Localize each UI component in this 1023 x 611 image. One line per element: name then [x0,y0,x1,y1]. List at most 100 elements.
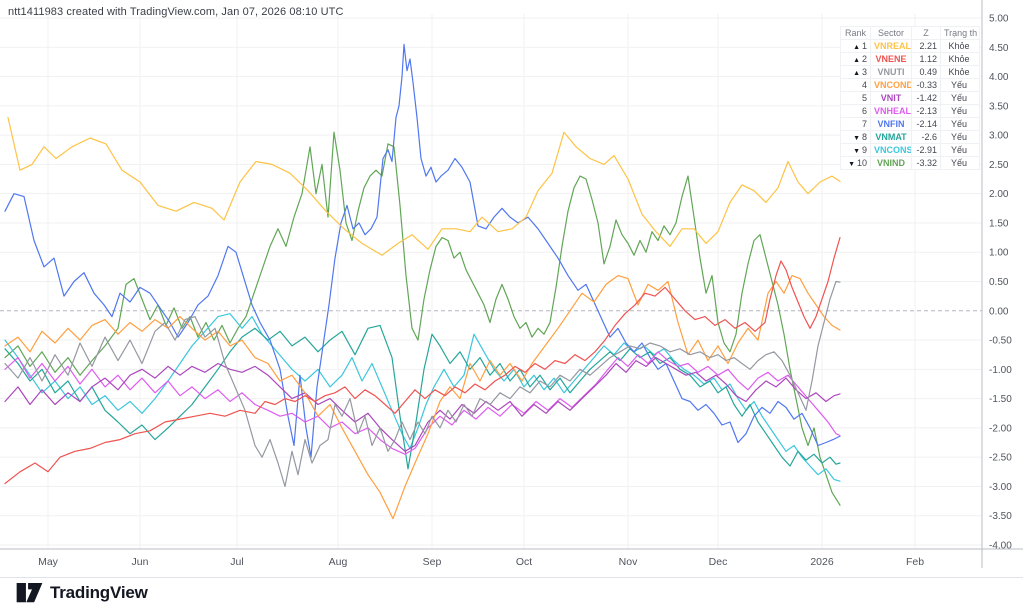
x-axis-tick-label: Sep [423,556,442,568]
y-axis-tick-label: 4.50 [989,43,1009,54]
y-axis-tick-label: 0.00 [989,306,1009,317]
y-axis-tick-label: -3.00 [989,482,1012,493]
rank-cell: 4 [841,79,871,91]
x-axis-tick-label: Feb [906,556,924,568]
z-score-value: -2.6 [912,131,941,143]
y-axis-tick-label: 3.50 [989,101,1009,112]
z-score-value: -2.91 [912,144,941,156]
header-status: Trạng thái [944,28,977,38]
status-value: Yếu [950,93,967,103]
rank-up-icon: ▲ [853,44,862,51]
rank-table-row: ▼ 9 VNCONS -2.91 Yếu [841,144,979,157]
rank-table-row: ▲ 1 VNREAL 2.21 Khỏe [841,40,979,53]
rank-table-row: ▲ 2 VNENE 1.12 Khỏe [841,53,979,66]
x-axis-tick-label: Jun [132,556,149,568]
rank-cell: ▲ 2 [841,53,871,65]
z-score-value: -1.42 [912,92,941,104]
series-line-vnuti [4,280,841,487]
status-value: Khỏe [948,41,970,51]
rank-cell: ▲ 1 [841,40,871,52]
status-value: Khỏe [948,67,970,77]
status-value: Yếu [950,158,967,168]
status-value: Yếu [950,119,967,129]
y-axis-tick-label: 5.00 [989,14,1009,25]
rank-down-icon: ▼ [848,161,857,168]
x-axis-tick-label: 2026 [810,556,834,568]
rank-down-icon: ▼ [853,135,862,142]
y-axis-tick-label: 3.00 [989,131,1009,142]
sector-name: VNIT [871,92,912,104]
y-axis-tick-label: 2.50 [989,160,1009,171]
y-axis-tick-label: -0.50 [989,336,1012,347]
rank-table-row: 7 VNFIN -2.14 Yếu [841,118,979,131]
y-axis-tick-label: -3.50 [989,511,1012,522]
y-axis-tick-label: 1.00 [989,248,1009,259]
rank-up-icon: ▲ [853,70,862,77]
sector-name: VNUTI [871,66,912,78]
y-axis-tick-label: 0.50 [989,277,1009,288]
rank-cell: ▼ 8 [841,131,871,143]
status-value: Yếu [950,106,967,116]
z-score-value: -2.13 [912,105,941,117]
sector-name: VNCOND [871,79,912,91]
header-rank: Rank [841,27,871,39]
z-score-value: -2.14 [912,118,941,130]
z-score-value: 2.21 [912,40,941,52]
y-axis-tick-label: -2.00 [989,423,1012,434]
series-line-vnfin [4,43,841,458]
series-line-vnmat [4,324,841,470]
attribution-text: ntt1411983 created with TradingView.com,… [8,6,344,18]
series-line-vncons [4,313,841,482]
x-axis-tick-label: Nov [619,556,638,568]
x-axis-tick-label: Oct [516,556,532,568]
x-axis-tick-label: Dec [709,556,728,568]
y-axis-tick-label: -1.50 [989,394,1012,405]
z-score-value: 0.49 [912,66,941,78]
status-value: Yếu [950,132,967,142]
tradingview-logo-text: TradingView [50,583,148,602]
series-line-vnreal [7,116,841,256]
rank-table-row: ▼ 10 VNIND -3.32 Yếu [841,157,979,169]
y-axis-tick-label: -2.50 [989,453,1012,464]
tradingview-logo-icon [16,583,43,603]
status-value: Yếu [950,80,967,90]
rank-table-row: 4 VNCOND -0.33 Yếu [841,79,979,92]
rank-table-header: Rank Sector Z Trạng thái [841,27,979,40]
rank-down-icon: ▼ [853,148,862,155]
x-axis-tick-label: May [38,556,59,568]
rank-cell: ▼ 9 [841,144,871,156]
series-line-vnheal [4,351,841,455]
z-score-value: -0.33 [912,79,941,91]
series-line-vnit [4,357,841,452]
rank-cell: 6 [841,105,871,117]
y-axis-tick-label: 4.00 [989,72,1009,83]
rank-up-icon: ▲ [853,57,862,64]
rank-cell: ▲ 3 [841,66,871,78]
y-axis-tick-label: 2.00 [989,189,1009,200]
y-axis-tick-label: -1.00 [989,365,1012,376]
series-line-vnene [4,237,841,485]
sector-name: VNHEAL [871,105,912,117]
x-axis-tick-label: Aug [329,556,348,568]
bottom-divider [0,577,1023,578]
price-chart[interactable]: 5.00 4.50 4.00 3.50 3.00 2.50 2.00 1.50 1.00 0.50… [0,0,1023,575]
status-value: Khỏe [948,54,970,64]
x-axis-tick-label: Jul [230,556,243,568]
series-line-vnind [4,131,841,506]
status-value: Yếu [950,145,967,155]
header-sector: Sector [871,27,912,39]
sector-name: VNIND [871,157,912,169]
sector-name: VNREAL [871,40,912,52]
tradingview-logo[interactable]: TradingView [16,583,148,603]
series-line-vncond [4,275,841,520]
rank-cell: 7 [841,118,871,130]
sector-name: VNFIN [871,118,912,130]
z-score-value: 1.12 [912,53,941,65]
sector-name: VNMAT [871,131,912,143]
header-z: Z [912,27,941,39]
z-score-value: -3.32 [912,157,941,169]
sector-name: VNENE [871,53,912,65]
sector-name: VNCONS [871,144,912,156]
